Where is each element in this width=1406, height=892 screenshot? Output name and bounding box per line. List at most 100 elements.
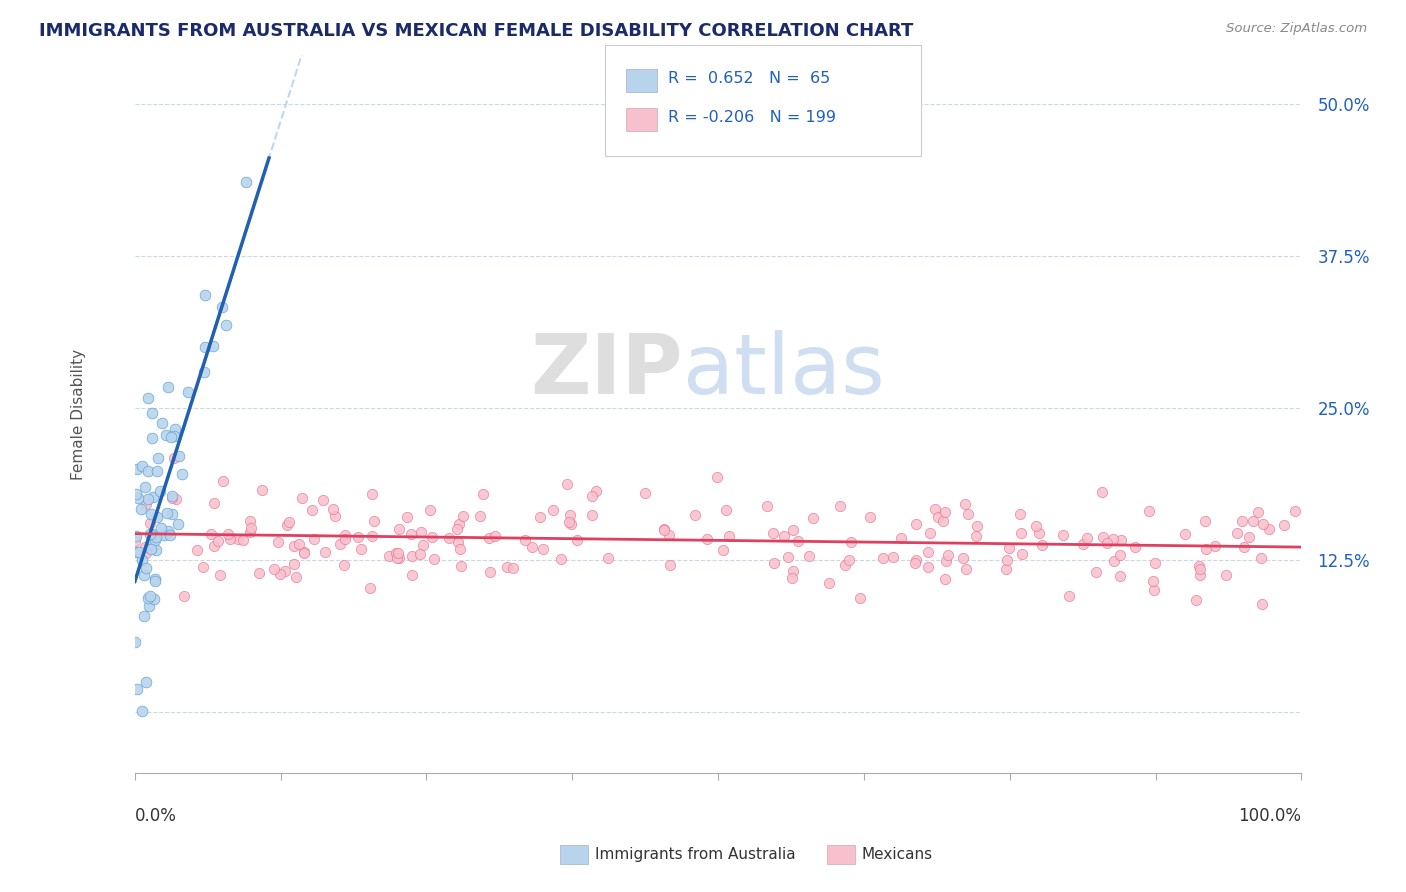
- Point: [581, 508, 603, 523]
- Point: [904, 556, 927, 570]
- Point: [142, 527, 165, 541]
- Point: [419, 503, 441, 517]
- Point: [904, 553, 927, 567]
- Point: [157, 380, 180, 394]
- Point: [333, 558, 356, 573]
- Point: [496, 560, 519, 574]
- Point: [839, 535, 862, 549]
- Point: [302, 532, 325, 546]
- Point: [150, 521, 173, 535]
- Point: [658, 527, 681, 541]
- Point: [360, 529, 382, 543]
- Point: [235, 175, 257, 189]
- Point: [155, 428, 177, 442]
- Point: [202, 539, 225, 553]
- Point: [936, 548, 959, 562]
- Point: [135, 546, 157, 560]
- Point: [226, 532, 249, 546]
- Point: [1230, 514, 1253, 528]
- Point: [778, 550, 800, 565]
- Point: [207, 533, 229, 548]
- Point: [1142, 574, 1164, 589]
- Point: [997, 553, 1019, 567]
- Point: [141, 533, 163, 547]
- Point: [502, 560, 524, 574]
- Point: [1258, 522, 1281, 536]
- Point: [934, 572, 956, 586]
- Point: [956, 507, 979, 521]
- Point: [1284, 504, 1306, 518]
- Point: [513, 533, 536, 548]
- Point: [1097, 536, 1119, 550]
- Point: [437, 531, 460, 545]
- Point: [1109, 568, 1132, 582]
- Point: [292, 546, 315, 560]
- Point: [239, 514, 262, 528]
- Point: [882, 549, 904, 564]
- Point: [156, 524, 179, 538]
- Point: [531, 542, 554, 557]
- Point: [1025, 519, 1047, 533]
- Point: [696, 532, 718, 546]
- Point: [141, 431, 163, 445]
- Point: [849, 591, 872, 605]
- Point: [917, 559, 939, 574]
- Point: [387, 545, 409, 559]
- Point: [312, 492, 335, 507]
- Point: [797, 549, 820, 563]
- Point: [401, 568, 423, 582]
- Point: [201, 339, 224, 353]
- Point: [165, 491, 187, 506]
- Point: [818, 576, 841, 591]
- Point: [420, 530, 443, 544]
- Point: [388, 551, 411, 566]
- Point: [127, 491, 149, 506]
- Point: [239, 521, 262, 535]
- Point: [652, 522, 675, 536]
- Point: [124, 635, 146, 649]
- Point: [301, 503, 323, 517]
- Point: [1137, 504, 1160, 518]
- Point: [683, 508, 706, 522]
- Point: [193, 365, 215, 379]
- Point: [1104, 554, 1126, 568]
- Point: [1251, 597, 1274, 611]
- Point: [1272, 518, 1295, 533]
- Point: [1091, 484, 1114, 499]
- Point: [1194, 514, 1216, 528]
- Point: [449, 541, 471, 556]
- Point: [333, 532, 356, 546]
- Point: [232, 533, 254, 547]
- Point: [247, 566, 270, 581]
- Point: [520, 540, 543, 554]
- Point: [1076, 531, 1098, 545]
- Point: [153, 527, 176, 541]
- Point: [150, 416, 173, 430]
- Point: [763, 557, 786, 571]
- Point: [125, 682, 148, 697]
- Point: [283, 557, 305, 571]
- Point: [145, 464, 167, 478]
- Point: [314, 544, 336, 558]
- Point: [135, 497, 157, 511]
- Point: [955, 561, 977, 575]
- Point: [782, 524, 804, 538]
- Text: R =  0.652   N =  65: R = 0.652 N = 65: [668, 71, 830, 86]
- Point: [755, 499, 778, 513]
- Point: [165, 421, 187, 435]
- Point: [143, 574, 166, 588]
- Point: [167, 449, 190, 463]
- Point: [149, 484, 172, 499]
- Point: [994, 562, 1017, 576]
- Point: [163, 429, 186, 443]
- Point: [965, 529, 987, 543]
- Point: [239, 524, 262, 539]
- Point: [186, 542, 208, 557]
- Text: 100.0%: 100.0%: [1239, 807, 1302, 825]
- Point: [217, 527, 239, 541]
- Point: [762, 525, 785, 540]
- Point: [706, 469, 728, 483]
- Point: [202, 496, 225, 510]
- Point: [138, 591, 160, 605]
- Point: [139, 516, 162, 530]
